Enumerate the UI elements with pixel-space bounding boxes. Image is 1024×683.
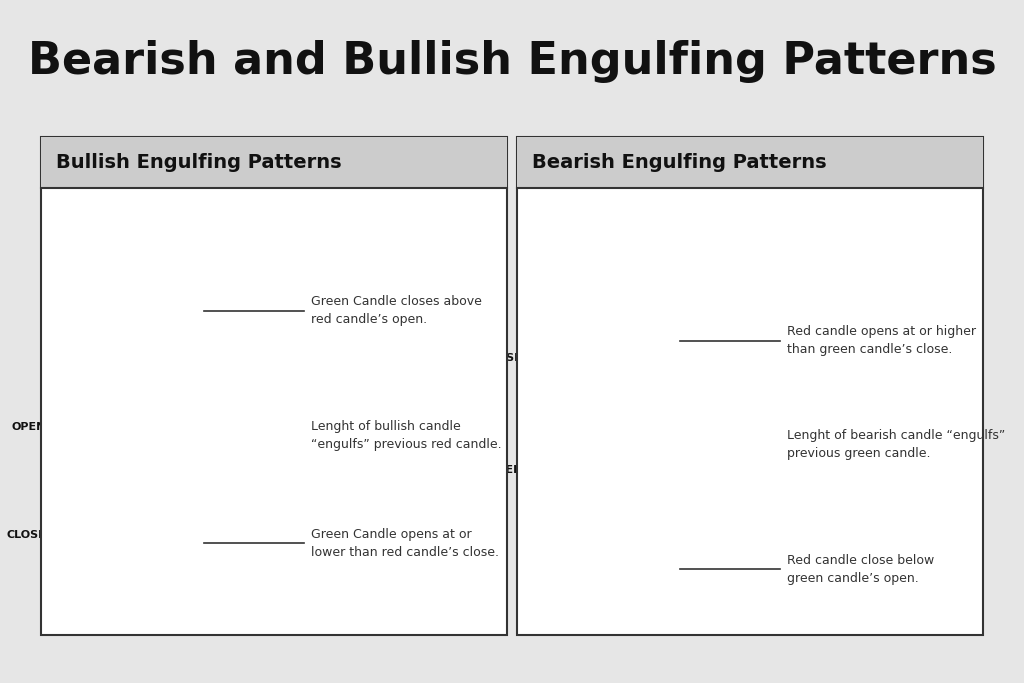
Text: Red candle opens at or higher
than green candle’s close.: Red candle opens at or higher than green… — [787, 326, 976, 357]
Bar — [102, 427, 136, 535]
Text: Red candle close below
green candle’s open.: Red candle close below green candle’s op… — [787, 553, 934, 585]
Text: Bearish and Bullish Engulfing Patterns: Bearish and Bullish Engulfing Patterns — [28, 40, 996, 83]
Text: CLOSE: CLOSE — [6, 529, 46, 540]
Text: Bullish Engulfing Patterns: Bullish Engulfing Patterns — [56, 153, 342, 171]
Text: OPEN: OPEN — [12, 422, 46, 432]
Bar — [636, 341, 671, 569]
Text: Lenght of bullish candle
“engulfs” previous red candle.: Lenght of bullish candle “engulfs” previ… — [311, 420, 502, 451]
Text: Green Candle closes above
red candle’s open.: Green Candle closes above red candle’s o… — [311, 295, 481, 326]
Text: OPEN: OPEN — [488, 465, 522, 475]
Bar — [160, 311, 195, 543]
Text: Bearish Engulfing Patterns: Bearish Engulfing Patterns — [532, 153, 827, 171]
Text: CLOSE: CLOSE — [482, 353, 522, 363]
Text: Lenght of bearish candle “engulfs”
previous green candle.: Lenght of bearish candle “engulfs” previ… — [787, 429, 1006, 460]
Bar — [579, 358, 612, 470]
Text: Green Candle opens at or
lower than red candle’s close.: Green Candle opens at or lower than red … — [311, 528, 499, 559]
